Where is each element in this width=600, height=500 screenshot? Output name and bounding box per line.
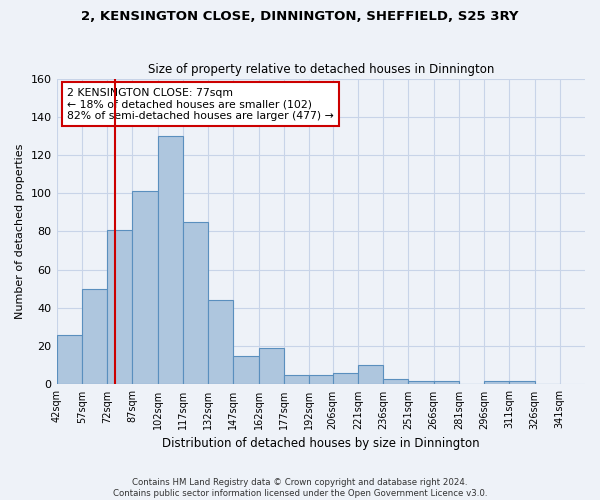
Bar: [183, 222, 208, 384]
X-axis label: Distribution of detached houses by size in Dinnington: Distribution of detached houses by size …: [162, 437, 479, 450]
Text: 2, KENSINGTON CLOSE, DINNINGTON, SHEFFIELD, S25 3RY: 2, KENSINGTON CLOSE, DINNINGTON, SHEFFIE…: [81, 10, 519, 23]
Text: 2 KENSINGTON CLOSE: 77sqm
← 18% of detached houses are smaller (102)
82% of semi: 2 KENSINGTON CLOSE: 77sqm ← 18% of detac…: [67, 88, 334, 121]
Bar: [56, 334, 82, 384]
Bar: [434, 380, 459, 384]
Y-axis label: Number of detached properties: Number of detached properties: [15, 144, 25, 319]
Bar: [358, 366, 383, 384]
Bar: [284, 375, 309, 384]
Bar: [408, 380, 434, 384]
Title: Size of property relative to detached houses in Dinnington: Size of property relative to detached ho…: [148, 63, 494, 76]
Text: Contains HM Land Registry data © Crown copyright and database right 2024.
Contai: Contains HM Land Registry data © Crown c…: [113, 478, 487, 498]
Bar: [107, 230, 132, 384]
Bar: [233, 356, 259, 384]
Bar: [383, 378, 408, 384]
Bar: [309, 375, 334, 384]
Bar: [509, 380, 535, 384]
Bar: [259, 348, 284, 385]
Bar: [158, 136, 183, 384]
Bar: [82, 289, 107, 384]
Bar: [332, 373, 358, 384]
Bar: [208, 300, 233, 384]
Bar: [132, 192, 158, 384]
Bar: [484, 380, 509, 384]
